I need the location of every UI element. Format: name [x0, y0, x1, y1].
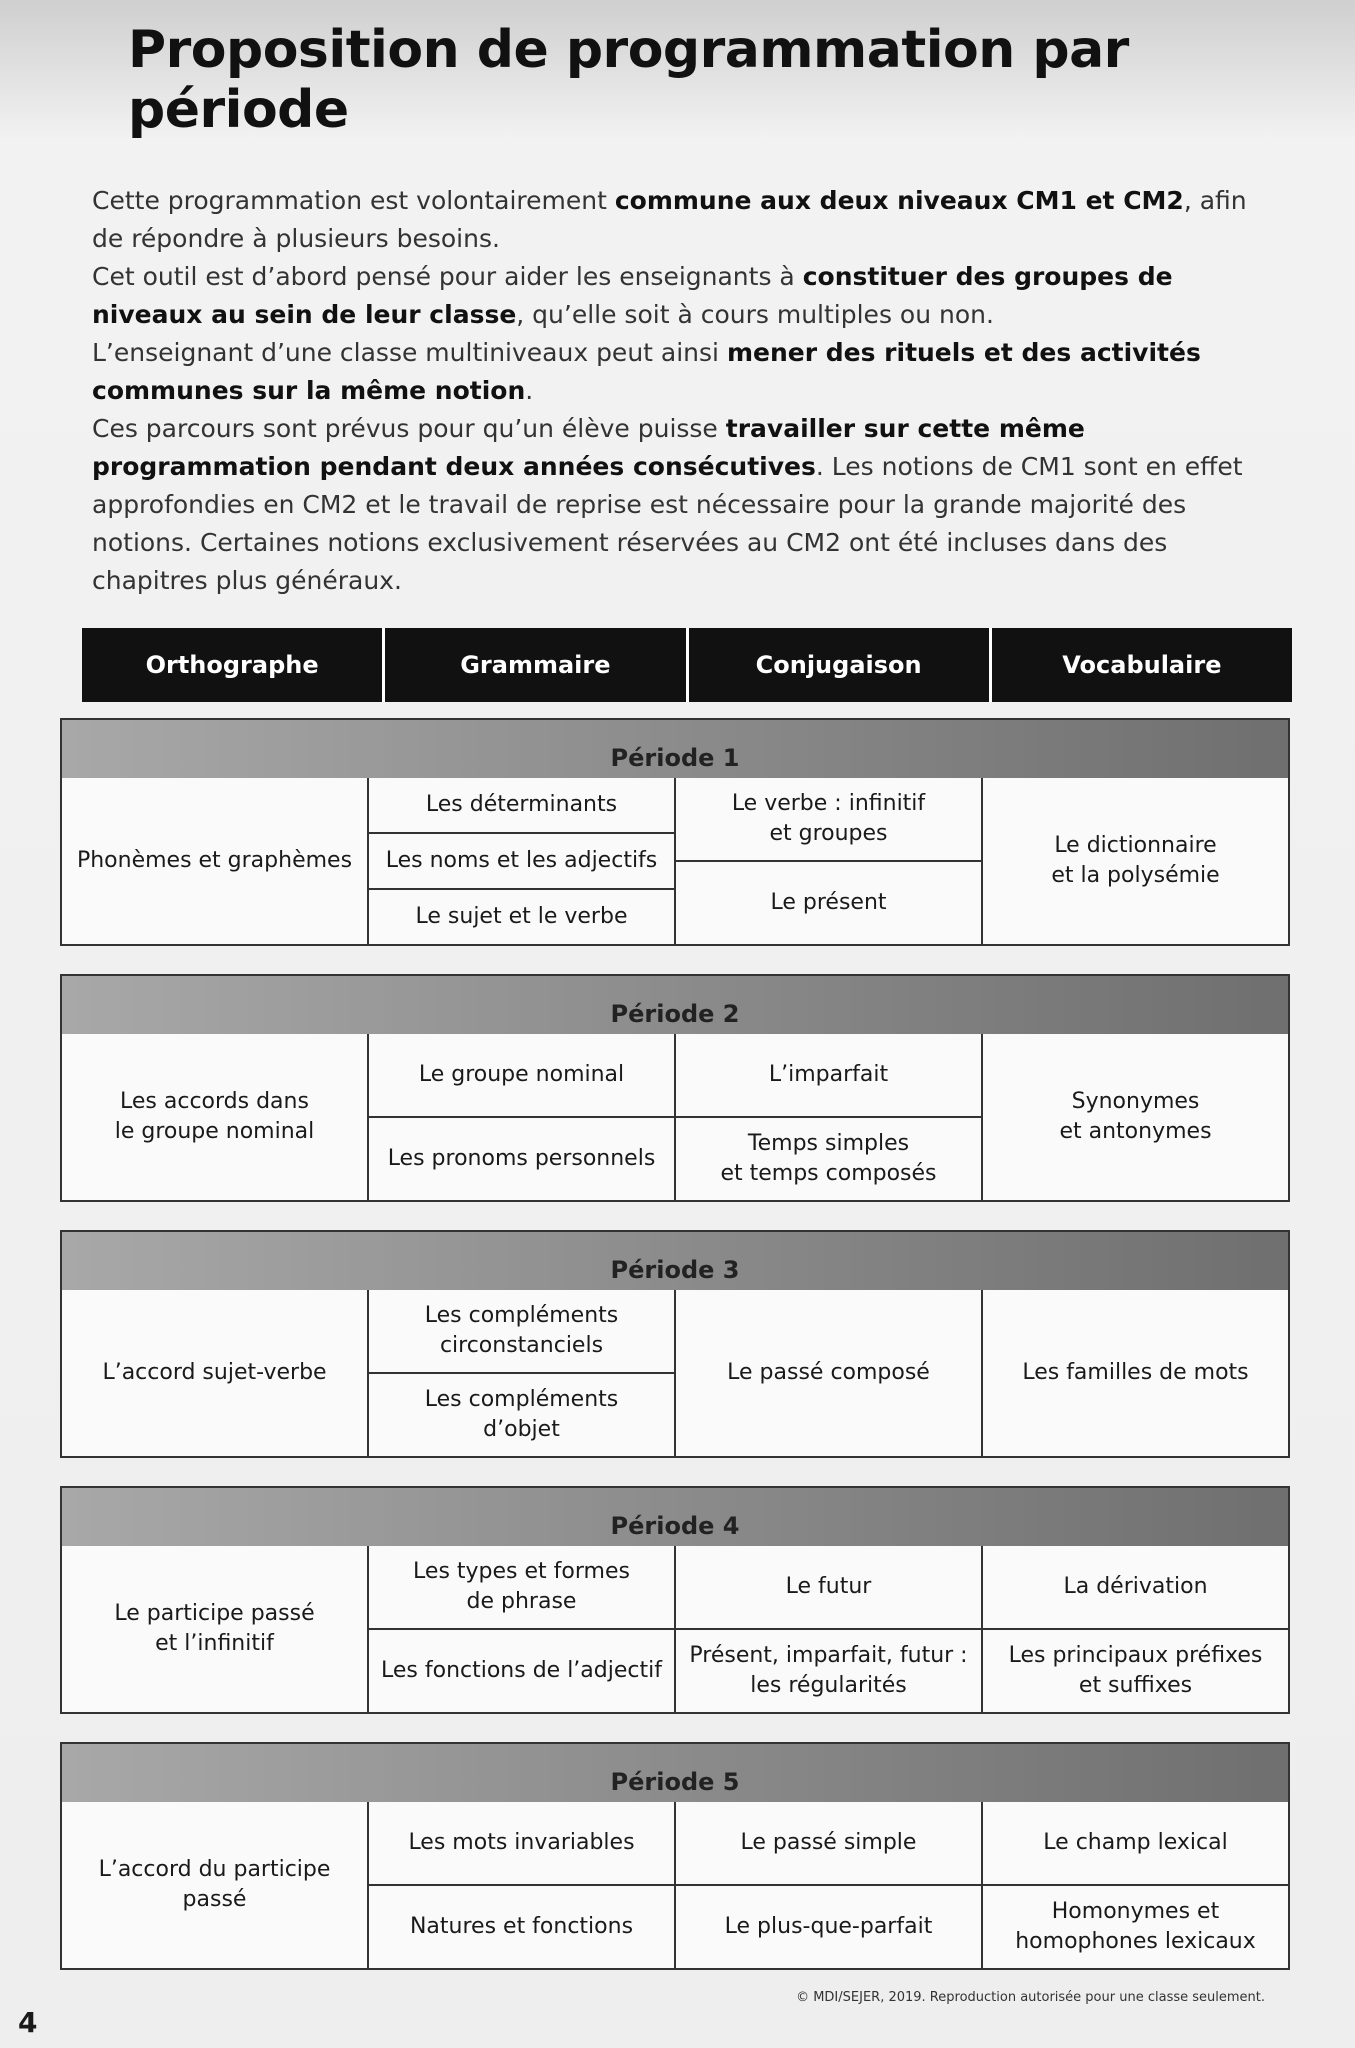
- cell: Le passé composé: [727, 1360, 930, 1385]
- periods: Période 1 Phonèmes et graphèmes Les déterm…: [60, 718, 1290, 1998]
- column: Les déterminants Les noms et les adjectif…: [367, 778, 674, 944]
- cell: Les principaux préfixes et suffixes: [983, 1628, 1288, 1712]
- column: L’imparfait Temps simples et temps compos…: [674, 1034, 981, 1200]
- period-body: L’accord sujet-verbe Les compléments circ…: [62, 1290, 1288, 1456]
- column: Phonèmes et graphèmes: [62, 778, 367, 944]
- period: Période 5 L’accord du participe passé Les …: [60, 1742, 1290, 1970]
- text: L’enseignant d’une classe multiniveaux p…: [92, 338, 727, 367]
- cell: Les noms et les adjectifs: [369, 832, 674, 888]
- period: Période 2 Les accords dans le groupe nomi…: [60, 974, 1290, 1202]
- text: Cette programmation est volontairement: [92, 186, 615, 215]
- column: Le futur Présent, imparfait, futur : les …: [674, 1546, 981, 1712]
- text: Ces parcours sont prévus pour qu’un élèv…: [92, 414, 726, 443]
- cell: Homonymes et homophones lexicaux: [983, 1884, 1288, 1968]
- column: Les compléments circonstanciels Les compl…: [367, 1290, 674, 1456]
- text: . Les notions de CM1 sont en effet appro…: [92, 452, 1243, 595]
- cell: Les pronoms personnels: [369, 1116, 674, 1200]
- text: , afin de répondre à plusieurs besoins.: [92, 186, 1247, 253]
- period: Période 4 Le participe passé et l’infinit…: [60, 1486, 1290, 1714]
- period: Période 1 Phonèmes et graphèmes Les déterm…: [60, 718, 1290, 946]
- column-header: Orthographe: [145, 651, 319, 679]
- period-title: Période 1: [62, 720, 1288, 778]
- column: Le passé composé: [674, 1290, 981, 1456]
- cell: Les déterminants: [425, 792, 618, 817]
- cell: Le plus-que-parfait: [676, 1884, 981, 1968]
- cell: Les compléments circonstanciels: [424, 1303, 619, 1358]
- period-body: L’accord du participe passé Les mots inva…: [62, 1802, 1288, 1968]
- column: L’accord sujet-verbe: [62, 1290, 367, 1456]
- column: Synonymes et antonymes: [981, 1034, 1288, 1200]
- cell: Les types et formes de phrase: [413, 1559, 630, 1614]
- bold-text: travailler sur cette même programmation …: [92, 414, 1085, 481]
- cell: Le groupe nominal: [418, 1062, 625, 1087]
- text: Cet outil est d’abord pensé pour aider l…: [92, 262, 803, 291]
- column: Les accords dans le groupe nominal: [62, 1034, 367, 1200]
- period-title: Période 2: [62, 976, 1288, 1034]
- period: Période 3 L’accord sujet-verbe Les complém…: [60, 1230, 1290, 1458]
- cell: Synonymes et antonymes: [1059, 1089, 1212, 1144]
- cell: Le futur: [785, 1574, 872, 1599]
- cell: Les mots invariables: [408, 1830, 635, 1855]
- column: Le verbe : infinitif et groupes Le présen…: [674, 778, 981, 944]
- bold-text: constituer des groupes de niveaux au sei…: [92, 262, 1173, 329]
- period-title: Période 5: [62, 1744, 1288, 1802]
- cell: Le sujet et le verbe: [369, 888, 674, 944]
- cell: L’accord du participe passé: [98, 1857, 331, 1912]
- text: .: [525, 376, 534, 405]
- cell: Les fonctions de l’adjectif: [369, 1628, 674, 1712]
- cell: Phonèmes et graphèmes: [76, 848, 353, 873]
- cell: L’imparfait: [768, 1062, 889, 1087]
- cell: Présent, imparfait, futur : les régulari…: [676, 1628, 981, 1712]
- cell: Le dictionnaire et la polysémie: [1051, 833, 1220, 888]
- paragraph: Ces parcours sont prévus pour qu’un élèv…: [92, 410, 1267, 600]
- column: Les mots invariables Natures et fonctions: [367, 1802, 674, 1968]
- column: La dérivation Les principaux préfixes et …: [981, 1546, 1288, 1712]
- cell: Les accords dans le groupe nominal: [114, 1089, 315, 1144]
- column-header: Conjugaison: [685, 628, 989, 702]
- cell: Natures et fonctions: [369, 1884, 674, 1968]
- page-number: 4: [18, 2006, 38, 2039]
- title: Proposition de programmation par période: [128, 20, 1129, 140]
- period-body: Phonèmes et graphèmes Les déterminants Les…: [62, 778, 1288, 944]
- column-header: Vocabulaire: [988, 628, 1292, 702]
- period-title: Période 3: [62, 1232, 1288, 1290]
- column: Les familles de mots: [981, 1290, 1288, 1456]
- bold-text: mener des rituels et des activités commu…: [92, 338, 1201, 405]
- paragraph: Cette programmation est volontairement c…: [92, 182, 1267, 258]
- paragraph: Cet outil est d’abord pensé pour aider l…: [92, 258, 1267, 334]
- intro: Cette programmation est volontairement c…: [92, 182, 1267, 600]
- column: Les types et formes de phrase Les fonctio…: [367, 1546, 674, 1712]
- paragraph: L’enseignant d’une classe multiniveaux p…: [92, 334, 1267, 410]
- column: Le champ lexical Homonymes et homophones …: [981, 1802, 1288, 1968]
- cell: Temps simples et temps composés: [676, 1116, 981, 1200]
- bold-text: commune aux deux niveaux CM1 et CM2: [614, 186, 1184, 215]
- table-header: Orthographe Grammaire Conjugaison Vocabulai…: [82, 628, 1292, 702]
- cell: Le verbe : infinitif et groupes: [731, 791, 926, 846]
- cell: Le passé simple: [740, 1830, 917, 1855]
- cell: Le présent: [676, 860, 981, 944]
- cell: Le champ lexical: [1043, 1830, 1228, 1855]
- cell: Les compléments d’objet: [369, 1372, 674, 1456]
- copyright: © MDI/SEJER, 2019. Reproduction autorisé…: [796, 1990, 1265, 2005]
- cell: Les familles de mots: [1022, 1360, 1249, 1385]
- column: Le passé simple Le plus-que-parfait: [674, 1802, 981, 1968]
- cell: L’accord sujet-verbe: [102, 1360, 327, 1385]
- column: Le participe passé et l’infinitif: [62, 1546, 367, 1712]
- cell: Le participe passé et l’infinitif: [114, 1601, 315, 1656]
- column: L’accord du participe passé: [62, 1802, 367, 1968]
- column: Le groupe nominal Les pronoms personnels: [367, 1034, 674, 1200]
- text: , qu’elle soit à cours multiples ou non.: [516, 300, 994, 329]
- column: Le dictionnaire et la polysémie: [981, 778, 1288, 944]
- cell: La dérivation: [1063, 1574, 1208, 1599]
- period-body: Les accords dans le groupe nominal Le gro…: [62, 1034, 1288, 1200]
- period-body: Le participe passé et l’infinitif Les typ…: [62, 1546, 1288, 1712]
- column-header: Grammaire: [382, 628, 685, 702]
- period-title: Période 4: [62, 1488, 1288, 1546]
